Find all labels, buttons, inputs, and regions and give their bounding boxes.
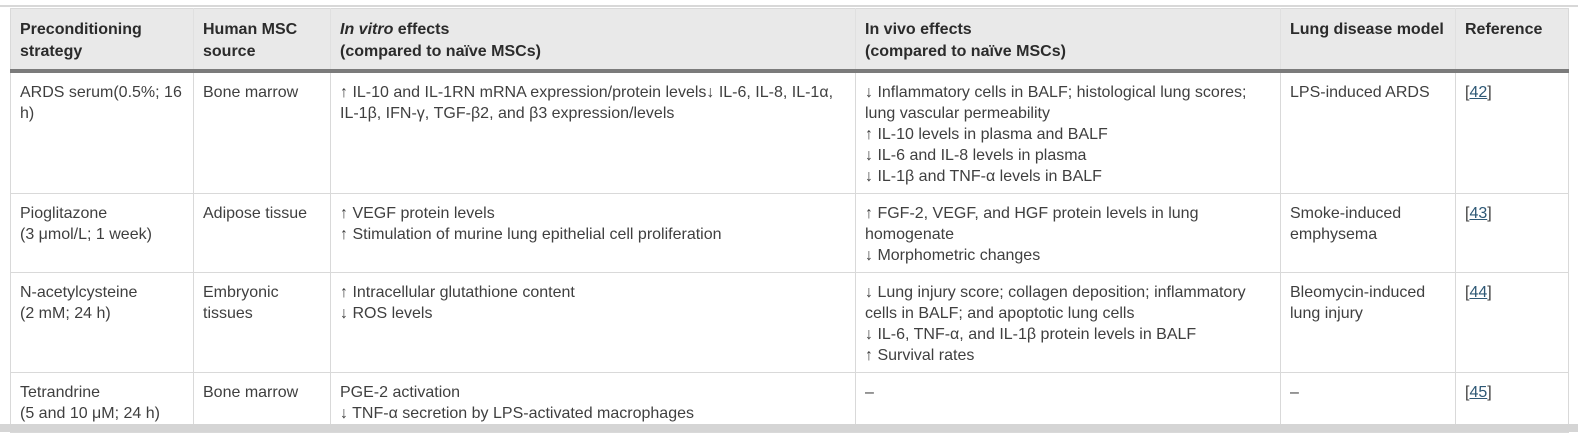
cell-in-vivo: ↑ FGF-2, VEGF, and HGF protein levels in… bbox=[855, 193, 1281, 273]
cell-line: Pioglitazone bbox=[20, 205, 108, 222]
cell-model: LPS-induced ARDS bbox=[1280, 70, 1456, 194]
cell-line: ↑ Stimulation of murine lung epithelial … bbox=[340, 226, 722, 243]
ref-bracket-close: ] bbox=[1487, 284, 1492, 301]
ref-bracket-open: [ bbox=[1465, 384, 1470, 401]
cell-line: ↑ FGF-2, VEGF, and HGF protein levels in… bbox=[865, 205, 1199, 243]
col-header-lung-disease-model: Lung disease model bbox=[1280, 8, 1456, 73]
cell-model: Smoke-induced emphysema bbox=[1280, 193, 1456, 273]
cell-model: Bleomycin-induced lung injury bbox=[1280, 272, 1456, 373]
bottom-divider bbox=[0, 424, 1578, 432]
cell-line: ↓ Lung injury score; collagen deposition… bbox=[865, 284, 1246, 322]
cell-in-vivo: ↓ Inflammatory cells in BALF; histologic… bbox=[855, 70, 1281, 194]
cell-line: ↑ Intracellular glutathione content bbox=[340, 284, 575, 301]
cell-line: (5 and 10 μM; 24 h) bbox=[20, 405, 160, 422]
reference-link[interactable]: 45 bbox=[1469, 384, 1488, 401]
cell-source: Embryonic tissues bbox=[193, 272, 331, 373]
table-row: ARDS serum(0.5%; 16 h) Bone marrow ↑ IL-… bbox=[10, 70, 1569, 194]
cell-line: ↑ VEGF protein levels bbox=[340, 205, 495, 222]
cell-in-vitro: ↑ Intracellular glutathione content ↓ RO… bbox=[330, 272, 856, 373]
cell-source: Adipose tissue bbox=[193, 193, 331, 273]
cell-line: ↓ IL-6, TNF-α, and IL-1β protein levels … bbox=[865, 326, 1197, 343]
table-header: Preconditioning strategy Human MSC sourc… bbox=[10, 8, 1569, 73]
col-header-preconditioning-strategy: Preconditioning strategy bbox=[10, 8, 194, 73]
ref-bracket-close: ] bbox=[1487, 205, 1492, 222]
cell-line: Tetrandrine bbox=[20, 384, 101, 401]
cell-line: ↓ TNF-α secretion by LPS-activated macro… bbox=[340, 405, 694, 422]
cell-line: PGE-2 activation bbox=[340, 384, 461, 401]
cell-source: Bone marrow bbox=[193, 70, 331, 194]
col-header-in-vivo-effects: In vivo effects (compared to naïve MSCs) bbox=[855, 8, 1281, 73]
table-row: Tetrandrine (5 and 10 μM; 24 h) Bone mar… bbox=[10, 372, 1569, 433]
ref-bracket-open: [ bbox=[1465, 84, 1470, 101]
table-row: Pioglitazone (3 μmol/L; 1 week) Adipose … bbox=[10, 193, 1569, 273]
cell-line: (3 μmol/L; 1 week) bbox=[20, 226, 152, 243]
header-line-1: In vitro effects bbox=[340, 19, 847, 41]
cell-line: ↓ ROS levels bbox=[340, 305, 433, 322]
ref-bracket-close: ] bbox=[1487, 84, 1492, 101]
ref-bracket-close: ] bbox=[1487, 384, 1492, 401]
header-line-1: In vivo effects bbox=[865, 21, 972, 38]
cell-in-vitro: PGE-2 activation ↓ TNF-α secretion by LP… bbox=[330, 372, 856, 433]
cell-line: ARDS serum(0.5%; 16 h) bbox=[20, 84, 182, 122]
cell-line: ↑ Survival rates bbox=[865, 347, 975, 364]
cell-strategy: Pioglitazone (3 μmol/L; 1 week) bbox=[10, 193, 194, 273]
cell-reference: [45] bbox=[1455, 372, 1569, 433]
cell-in-vivo: ↓ Lung injury score; collagen deposition… bbox=[855, 272, 1281, 373]
cell-line: ↓ IL-1β and TNF-α levels in BALF bbox=[865, 168, 1102, 185]
col-header-reference: Reference bbox=[1455, 8, 1569, 73]
cell-line: N-acetylcysteine bbox=[20, 284, 138, 301]
cell-line: ↓ Inflammatory cells in BALF; histologic… bbox=[865, 84, 1247, 122]
cell-strategy: N-acetylcysteine (2 mM; 24 h) bbox=[10, 272, 194, 373]
top-divider bbox=[0, 5, 1578, 7]
cell-reference: [43] bbox=[1455, 193, 1569, 273]
col-header-in-vitro-effects: In vitro effects (compared to naïve MSCs… bbox=[330, 8, 856, 73]
cell-strategy: ARDS serum(0.5%; 16 h) bbox=[10, 70, 194, 194]
cell-line: ↑ IL-10 and IL-1RN mRNA expression/prote… bbox=[340, 84, 834, 122]
reference-link[interactable]: 43 bbox=[1469, 205, 1488, 222]
cell-line: (2 mM; 24 h) bbox=[20, 305, 111, 322]
msc-preconditioning-table: Preconditioning strategy Human MSC sourc… bbox=[10, 8, 1569, 433]
header-line-2: (compared to naïve MSCs) bbox=[865, 43, 1066, 60]
cell-in-vitro: ↑ VEGF protein levels ↑ Stimulation of m… bbox=[330, 193, 856, 273]
cell-in-vitro: ↑ IL-10 and IL-1RN mRNA expression/prote… bbox=[330, 70, 856, 194]
col-header-human-msc-source: Human MSC source bbox=[193, 8, 331, 73]
reference-link[interactable]: 42 bbox=[1469, 84, 1488, 101]
reference-link[interactable]: 44 bbox=[1469, 284, 1488, 301]
in-vitro-italic: In vitro bbox=[340, 21, 394, 38]
header-line-2: (compared to naïve MSCs) bbox=[340, 43, 541, 60]
header-row: Preconditioning strategy Human MSC sourc… bbox=[10, 8, 1569, 73]
cell-line: ↓ IL-6 and IL-8 levels in plasma bbox=[865, 147, 1087, 164]
cell-line: ↑ IL-10 levels in plasma and BALF bbox=[865, 126, 1108, 143]
table-row: N-acetylcysteine (2 mM; 24 h) Embryonic … bbox=[10, 272, 1569, 373]
cell-reference: [42] bbox=[1455, 70, 1569, 194]
cell-line: – bbox=[865, 384, 874, 401]
cell-model: – bbox=[1280, 372, 1456, 433]
cell-line: ↓ Morphometric changes bbox=[865, 247, 1041, 264]
cell-source: Bone marrow bbox=[193, 372, 331, 433]
table-body: ARDS serum(0.5%; 16 h) Bone marrow ↑ IL-… bbox=[10, 70, 1569, 433]
cell-strategy: Tetrandrine (5 and 10 μM; 24 h) bbox=[10, 372, 194, 433]
cell-reference: [44] bbox=[1455, 272, 1569, 373]
ref-bracket-open: [ bbox=[1465, 205, 1470, 222]
in-vitro-rest: effects bbox=[393, 21, 450, 38]
ref-bracket-open: [ bbox=[1465, 284, 1470, 301]
